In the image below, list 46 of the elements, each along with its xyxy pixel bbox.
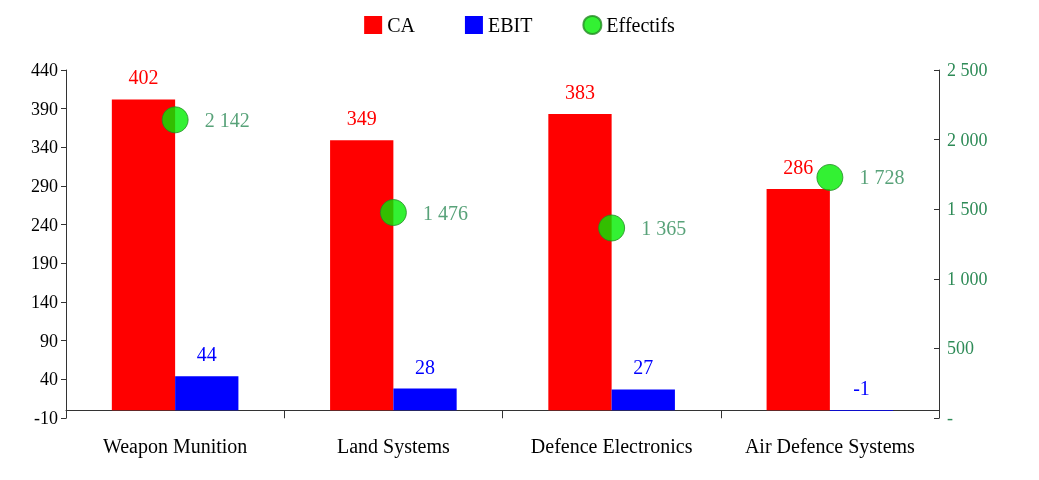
point — [161, 106, 189, 134]
data-label: 286 — [783, 156, 814, 179]
y-tick-label: 440 — [31, 60, 58, 80]
y2-tick-label: 500 — [947, 338, 974, 359]
x-tick-label: Land Systems — [336, 435, 450, 458]
y-tick-label: 240 — [31, 214, 58, 235]
data-label: 1 476 — [422, 201, 468, 224]
bar — [330, 140, 394, 411]
data-label: 383 — [564, 81, 595, 104]
data-label: -1 — [853, 377, 870, 400]
legend-label: CA — [387, 14, 416, 36]
y-tick-label: 340 — [31, 137, 58, 158]
data-label: 44 — [196, 343, 217, 366]
bar — [548, 114, 612, 411]
y-tick-label: 190 — [31, 253, 58, 274]
point — [379, 199, 407, 227]
y-tick-label: 90 — [40, 330, 58, 351]
bar — [766, 189, 830, 411]
data-label: 2 142 — [204, 108, 250, 131]
data-label: 1 365 — [641, 216, 687, 239]
data-label: 402 — [128, 66, 159, 89]
y2-tick-label: 2 500 — [947, 60, 988, 80]
point — [598, 214, 626, 242]
y-tick-label: 140 — [31, 292, 58, 312]
bar — [393, 388, 457, 411]
point — [816, 163, 844, 191]
y-tick-label: 390 — [31, 98, 58, 119]
bar — [611, 389, 675, 411]
data-label: 27 — [633, 356, 654, 379]
legend-label: Effectifs — [606, 14, 676, 36]
bar — [111, 99, 176, 411]
legend-label: EBIT — [487, 14, 533, 36]
data-label: 1 728 — [859, 166, 905, 189]
bar — [175, 376, 239, 411]
y-tick-label: 40 — [40, 369, 58, 390]
data-label: 349 — [346, 107, 377, 130]
data-label: 28 — [415, 355, 436, 378]
y2-tick-label: 1 000 — [947, 268, 988, 289]
x-tick-label: Air Defence Systems — [744, 435, 916, 458]
y2-tick-label: 1 500 — [947, 199, 988, 220]
y-tick-label: -10 — [34, 408, 58, 428]
y-tick-label: 290 — [31, 176, 58, 196]
y2-tick-label: - — [947, 408, 953, 428]
y2-tick-label: 2 000 — [947, 129, 988, 150]
x-tick-label: Weapon Munition — [102, 435, 248, 458]
x-tick-label: Defence Electronics — [530, 435, 693, 457]
